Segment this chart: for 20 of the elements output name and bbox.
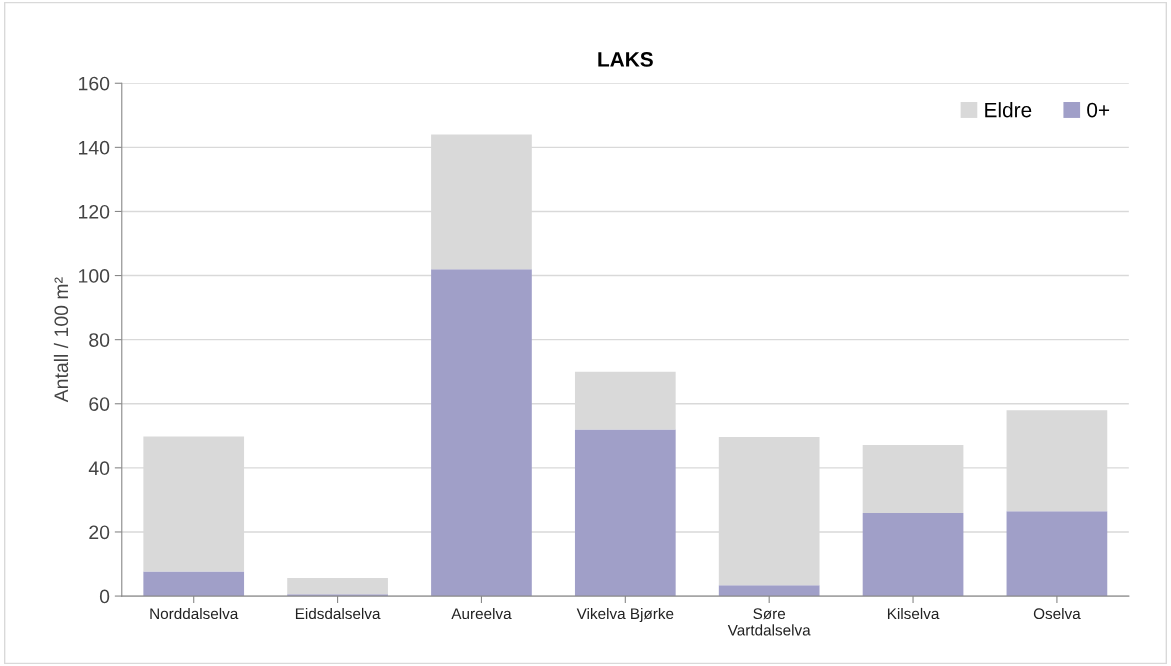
x-tick-label: Norddalselva xyxy=(150,607,239,620)
y-tick-label: 60 xyxy=(89,397,110,411)
x-tick-label: Eidsdalselva xyxy=(295,607,381,620)
y-tick-label: 160 xyxy=(79,76,110,91)
y-tick-label: 0 xyxy=(99,589,110,604)
y-tick-label: 100 xyxy=(79,269,110,283)
x-tick-label: Søre Vartdalselva xyxy=(727,608,811,636)
x-tick-label: Aureelva xyxy=(451,607,512,620)
y-tick-label: 120 xyxy=(79,204,110,219)
x-tick-label: Vikelva Bjørke xyxy=(576,607,674,623)
y-tick-label: 140 xyxy=(79,140,110,155)
y-tick-label: 80 xyxy=(89,333,110,347)
x-tick-label: Oselva xyxy=(1033,607,1081,620)
chart-title: LAKS xyxy=(598,52,653,67)
y-tick-label: 40 xyxy=(88,461,110,476)
legend-label: Eldre xyxy=(985,102,1032,118)
x-tick-label: Kilselva xyxy=(887,607,940,620)
legend-label: 0+ xyxy=(1087,102,1110,118)
y-axis-title: Antall / 100 m² xyxy=(53,277,69,403)
y-tick-label: 20 xyxy=(89,525,110,540)
